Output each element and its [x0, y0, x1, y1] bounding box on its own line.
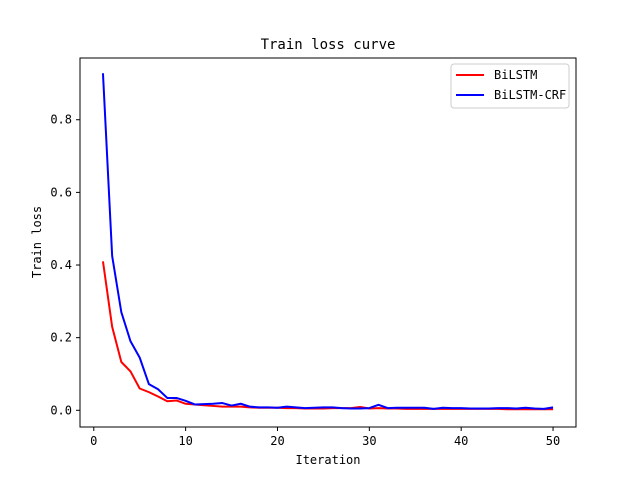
legend-label-0: BiLSTM	[494, 68, 537, 82]
y-axis-label: Train loss	[30, 206, 44, 278]
plot-frame	[79, 57, 577, 428]
x-axis: 0 10 20 30 40 50	[90, 427, 560, 448]
chart-title: Train loss curve	[261, 37, 396, 53]
x-tick-label: 30	[362, 434, 376, 448]
y-tick-label: 0.6	[50, 185, 72, 199]
legend-label-1: BiLSTM-CRF	[494, 88, 566, 102]
y-tick-label: 0.4	[50, 258, 72, 272]
x-tick-label: 20	[270, 434, 284, 448]
y-tick-label: 0.2	[50, 331, 72, 345]
x-tick-label: 0	[90, 434, 97, 448]
x-axis-label: Iteration	[295, 453, 360, 467]
y-tick-label: 0.0	[50, 403, 72, 417]
y-axis: 0.0 0.2 0.4 0.6 0.8	[50, 113, 80, 417]
series-line-1	[101, 73, 554, 410]
series-layer	[101, 73, 554, 411]
x-tick-label: 10	[178, 434, 192, 448]
y-tick-label: 0.8	[50, 113, 72, 127]
x-tick-label: 40	[454, 434, 468, 448]
x-tick-label: 50	[546, 434, 560, 448]
legend: BiLSTM BiLSTM-CRF	[450, 63, 570, 109]
